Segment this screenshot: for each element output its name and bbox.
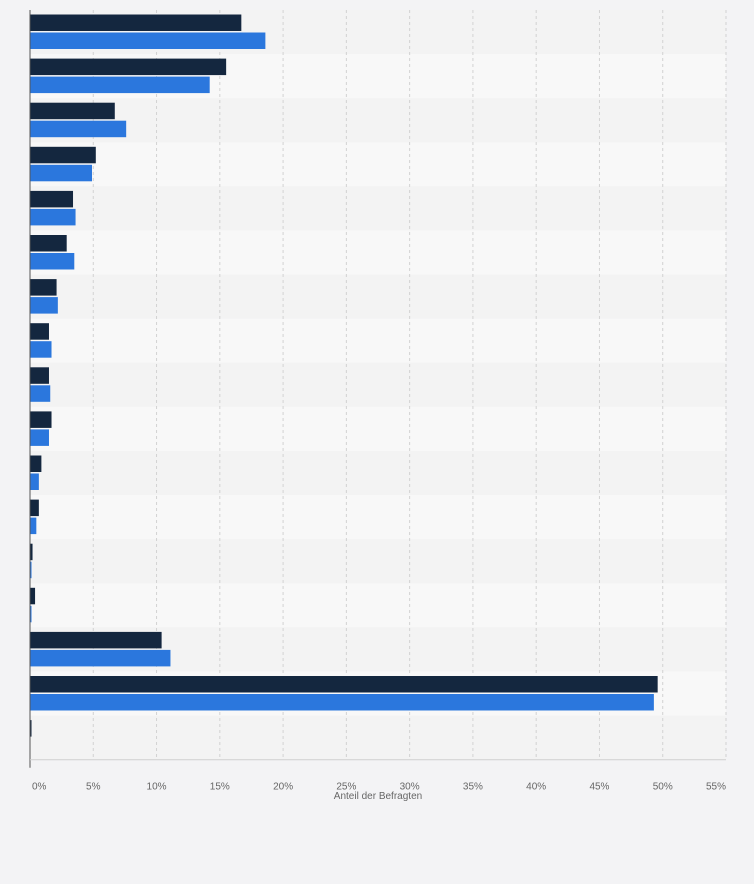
bar[interactable] [30, 164, 93, 182]
bar[interactable] [30, 517, 37, 535]
x-axis-label: Anteil der Befragten [334, 791, 422, 802]
bar[interactable] [30, 102, 115, 120]
bar[interactable] [30, 455, 42, 473]
x-tick-label: 55% [706, 782, 726, 793]
bar[interactable] [30, 14, 242, 32]
bar[interactable] [30, 385, 51, 402]
row-band [30, 495, 726, 540]
x-tick-label: 50% [653, 782, 673, 793]
bar[interactable] [30, 120, 127, 138]
x-tick-label: 15% [210, 782, 230, 793]
row-band [30, 142, 726, 187]
x-tick-label: 30% [400, 782, 420, 793]
bar[interactable] [30, 473, 39, 491]
bar[interactable] [30, 429, 49, 446]
bar[interactable] [30, 323, 49, 340]
x-tick-label: 35% [463, 782, 483, 793]
bar[interactable] [30, 587, 36, 605]
row-band [30, 230, 726, 275]
bar[interactable] [30, 235, 67, 252]
row-band [30, 186, 726, 231]
bar[interactable] [30, 146, 96, 164]
bar[interactable] [30, 341, 52, 358]
x-tick-label: 40% [526, 782, 546, 793]
row-band [30, 451, 726, 496]
axes [29, 10, 726, 768]
bar[interactable] [30, 605, 32, 623]
bar[interactable] [30, 631, 162, 649]
bar[interactable] [30, 279, 57, 296]
bar[interactable] [30, 32, 266, 50]
bar[interactable] [30, 649, 171, 667]
bar[interactable] [30, 253, 75, 270]
x-tick-label: 25% [336, 782, 356, 793]
x-tick-label: 20% [273, 782, 293, 793]
bar[interactable] [30, 561, 32, 579]
x-tick-label: 10% [147, 782, 167, 793]
row-band [30, 406, 726, 451]
bar[interactable] [30, 694, 654, 711]
row-band [30, 98, 726, 143]
bar[interactable] [30, 58, 227, 76]
bar[interactable] [30, 297, 58, 314]
x-tick-label: 45% [589, 782, 609, 793]
row-band [30, 583, 726, 628]
row-band [30, 318, 726, 363]
bar[interactable] [30, 499, 39, 517]
x-tick-label: 5% [86, 782, 101, 793]
row-band [30, 539, 726, 584]
x-tick-label: 0% [32, 782, 47, 793]
row-band [30, 362, 726, 407]
bar[interactable] [30, 76, 210, 94]
row-band [30, 715, 726, 760]
x-tick-labels: 0% 5% 10% 15% 20% 25% 30% 35% 40% 45% 50% 55% [32, 782, 726, 793]
bar[interactable] [30, 676, 658, 693]
bars [30, 14, 658, 737]
bar[interactable] [30, 367, 49, 384]
bar[interactable] [30, 720, 32, 737]
bar[interactable] [30, 190, 74, 208]
bar[interactable] [30, 411, 52, 428]
bar[interactable] [30, 543, 33, 561]
row-band [30, 274, 726, 319]
bar[interactable] [30, 208, 76, 226]
